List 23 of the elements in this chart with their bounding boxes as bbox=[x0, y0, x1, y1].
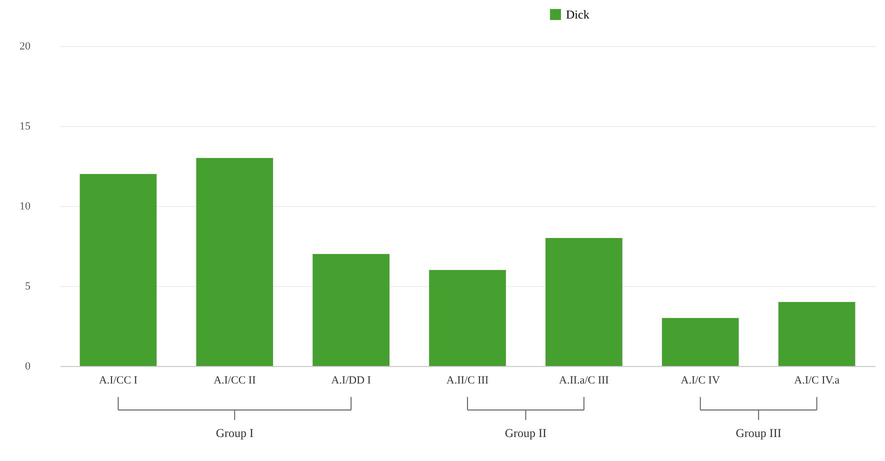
text: Group II bbox=[504, 426, 547, 440]
y-tick-label: 0 bbox=[25, 360, 31, 372]
bar bbox=[196, 158, 274, 366]
x-tick-label: A.I/C IV bbox=[680, 374, 720, 386]
y-tick-label: 5 bbox=[25, 280, 31, 292]
x-tick-label: A.I/CC I bbox=[98, 374, 138, 386]
x-tick-label: A.I/C IV.a bbox=[794, 374, 840, 386]
legend-label: Dick bbox=[566, 8, 590, 22]
x-tick-label: A.II/C III bbox=[446, 374, 489, 386]
x-tick-label: A.I/CC II bbox=[214, 374, 256, 386]
x-tick-label: A.II.a/C III bbox=[559, 374, 610, 386]
bar bbox=[429, 270, 506, 366]
bar bbox=[80, 174, 157, 366]
y-tick-label: 20 bbox=[20, 40, 31, 52]
y-tick-label: 15 bbox=[20, 120, 31, 132]
bar bbox=[312, 254, 390, 366]
bar bbox=[778, 302, 856, 366]
bar bbox=[546, 238, 622, 366]
text: Group I bbox=[216, 426, 254, 440]
x-tick-label: A.I/DD I bbox=[331, 374, 372, 386]
bar bbox=[662, 318, 739, 366]
y-tick-label: 10 bbox=[20, 200, 31, 212]
text: Group III bbox=[736, 426, 782, 440]
